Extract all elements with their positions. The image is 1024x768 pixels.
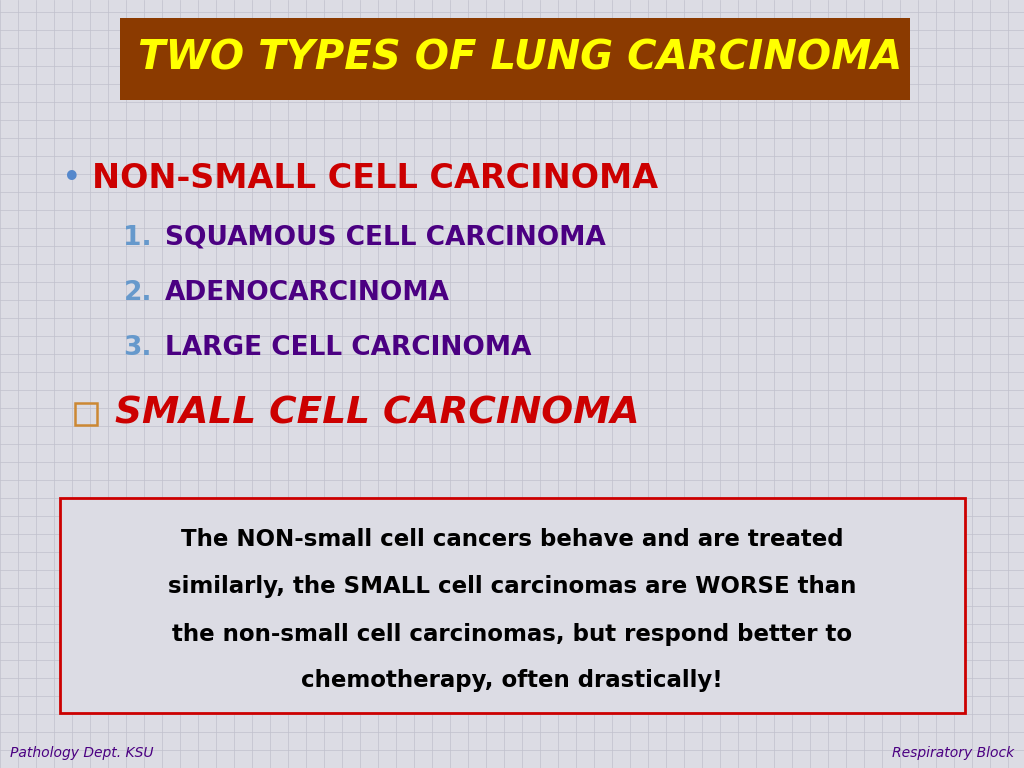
Text: SQUAMOUS CELL CARCINOMA: SQUAMOUS CELL CARCINOMA [165,225,606,251]
Text: 3.: 3. [124,335,152,361]
Text: LARGE CELL CARCINOMA: LARGE CELL CARCINOMA [165,335,531,361]
Bar [60,498,965,713]
Text: TWO TYPES OF LUNG CARCINOMA: TWO TYPES OF LUNG CARCINOMA [138,39,902,79]
Text: NON-SMALL CELL CARCINOMA: NON-SMALL CELL CARCINOMA [92,161,658,194]
Text: the non-small cell carcinomas, but respond better to: the non-small cell carcinomas, but respo… [172,623,852,645]
Text: Respiratory Block: Respiratory Block [892,746,1014,760]
Bar [75,403,97,425]
Text: •: • [62,161,82,194]
Bar [120,18,910,100]
Text: similarly, the SMALL cell carcinomas are WORSE than: similarly, the SMALL cell carcinomas are… [168,575,856,598]
Text: 1.: 1. [123,225,152,251]
Text: ADENOCARCINOMA: ADENOCARCINOMA [165,280,450,306]
Text: Pathology Dept. KSU: Pathology Dept. KSU [10,746,154,760]
Text: The NON-small cell cancers behave and are treated: The NON-small cell cancers behave and ar… [181,528,843,551]
Text: SMALL CELL CARCINOMA: SMALL CELL CARCINOMA [115,396,640,432]
Text: 2.: 2. [124,280,152,306]
Text: chemotherapy, often drastically!: chemotherapy, often drastically! [301,670,723,693]
